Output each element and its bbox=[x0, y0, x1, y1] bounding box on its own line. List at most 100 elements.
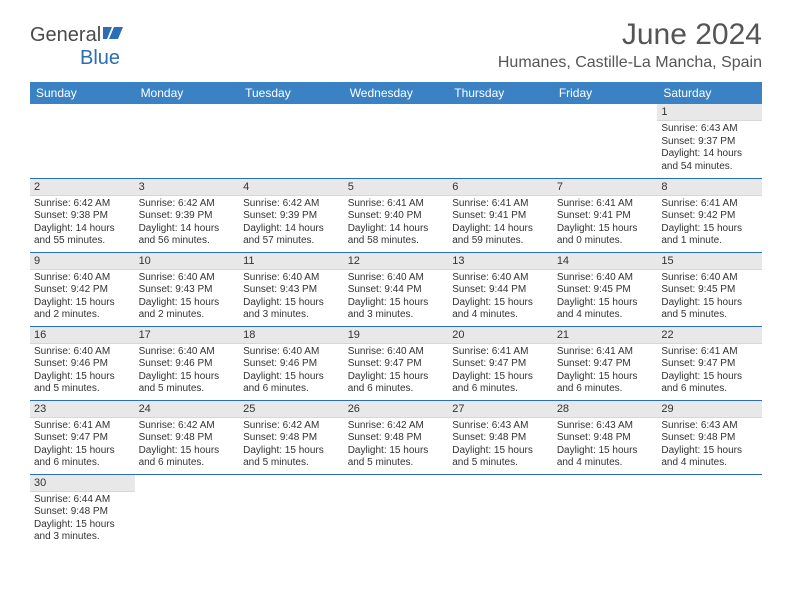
day-content: Sunrise: 6:43 AMSunset: 9:48 PMDaylight:… bbox=[448, 418, 553, 472]
day-content: Sunrise: 6:40 AMSunset: 9:45 PMDaylight:… bbox=[657, 270, 762, 324]
day-cell: 5Sunrise: 6:41 AMSunset: 9:40 PMDaylight… bbox=[344, 178, 449, 252]
day-number: 6 bbox=[448, 179, 553, 196]
day-cell: 2Sunrise: 6:42 AMSunset: 9:38 PMDaylight… bbox=[30, 178, 135, 252]
day-number: 23 bbox=[30, 401, 135, 418]
empty-cell bbox=[344, 474, 449, 548]
day-content: Sunrise: 6:40 AMSunset: 9:42 PMDaylight:… bbox=[30, 270, 135, 324]
day-content: Sunrise: 6:40 AMSunset: 9:47 PMDaylight:… bbox=[344, 344, 449, 398]
calendar-table: SundayMondayTuesdayWednesdayThursdayFrid… bbox=[30, 82, 762, 548]
day-content: Sunrise: 6:42 AMSunset: 9:48 PMDaylight:… bbox=[135, 418, 240, 472]
day-cell: 25Sunrise: 6:42 AMSunset: 9:48 PMDayligh… bbox=[239, 400, 344, 474]
weekday-header: Friday bbox=[553, 82, 658, 104]
day-cell: 17Sunrise: 6:40 AMSunset: 9:46 PMDayligh… bbox=[135, 326, 240, 400]
location: Humanes, Castille-La Mancha, Spain bbox=[498, 54, 762, 72]
day-cell: 27Sunrise: 6:43 AMSunset: 9:48 PMDayligh… bbox=[448, 400, 553, 474]
day-content: Sunrise: 6:40 AMSunset: 9:44 PMDaylight:… bbox=[344, 270, 449, 324]
day-number: 19 bbox=[344, 327, 449, 344]
day-cell: 18Sunrise: 6:40 AMSunset: 9:46 PMDayligh… bbox=[239, 326, 344, 400]
empty-cell bbox=[657, 474, 762, 548]
day-cell: 11Sunrise: 6:40 AMSunset: 9:43 PMDayligh… bbox=[239, 252, 344, 326]
day-number: 9 bbox=[30, 253, 135, 270]
day-cell: 3Sunrise: 6:42 AMSunset: 9:39 PMDaylight… bbox=[135, 178, 240, 252]
day-content: Sunrise: 6:42 AMSunset: 9:39 PMDaylight:… bbox=[239, 196, 344, 250]
day-cell: 10Sunrise: 6:40 AMSunset: 9:43 PMDayligh… bbox=[135, 252, 240, 326]
day-content: Sunrise: 6:43 AMSunset: 9:48 PMDaylight:… bbox=[553, 418, 658, 472]
day-content: Sunrise: 6:41 AMSunset: 9:42 PMDaylight:… bbox=[657, 196, 762, 250]
day-content: Sunrise: 6:42 AMSunset: 9:48 PMDaylight:… bbox=[344, 418, 449, 472]
weekday-header: Saturday bbox=[657, 82, 762, 104]
day-number: 2 bbox=[30, 179, 135, 196]
day-content: Sunrise: 6:40 AMSunset: 9:46 PMDaylight:… bbox=[30, 344, 135, 398]
empty-cell bbox=[553, 104, 658, 178]
logo-text-2: Blue bbox=[80, 47, 120, 69]
day-cell: 15Sunrise: 6:40 AMSunset: 9:45 PMDayligh… bbox=[657, 252, 762, 326]
day-content: Sunrise: 6:43 AMSunset: 9:48 PMDaylight:… bbox=[657, 418, 762, 472]
day-number: 7 bbox=[553, 179, 658, 196]
day-content: Sunrise: 6:40 AMSunset: 9:43 PMDaylight:… bbox=[135, 270, 240, 324]
day-content: Sunrise: 6:44 AMSunset: 9:48 PMDaylight:… bbox=[30, 492, 135, 546]
day-number: 10 bbox=[135, 253, 240, 270]
day-number: 22 bbox=[657, 327, 762, 344]
day-cell: 29Sunrise: 6:43 AMSunset: 9:48 PMDayligh… bbox=[657, 400, 762, 474]
day-number: 29 bbox=[657, 401, 762, 418]
day-cell: 30Sunrise: 6:44 AMSunset: 9:48 PMDayligh… bbox=[30, 474, 135, 548]
empty-cell bbox=[239, 474, 344, 548]
day-content: Sunrise: 6:42 AMSunset: 9:39 PMDaylight:… bbox=[135, 196, 240, 250]
empty-cell bbox=[344, 104, 449, 178]
day-content: Sunrise: 6:41 AMSunset: 9:47 PMDaylight:… bbox=[657, 344, 762, 398]
day-cell: 24Sunrise: 6:42 AMSunset: 9:48 PMDayligh… bbox=[135, 400, 240, 474]
day-content: Sunrise: 6:41 AMSunset: 9:47 PMDaylight:… bbox=[30, 418, 135, 472]
calendar-head: SundayMondayTuesdayWednesdayThursdayFrid… bbox=[30, 82, 762, 104]
day-number: 3 bbox=[135, 179, 240, 196]
empty-cell bbox=[135, 474, 240, 548]
day-content: Sunrise: 6:41 AMSunset: 9:40 PMDaylight:… bbox=[344, 196, 449, 250]
logo-text-1: General bbox=[30, 24, 101, 46]
day-number: 25 bbox=[239, 401, 344, 418]
weekday-header: Wednesday bbox=[344, 82, 449, 104]
day-number: 24 bbox=[135, 401, 240, 418]
empty-cell bbox=[448, 104, 553, 178]
title-block: June 2024 Humanes, Castille-La Mancha, S… bbox=[498, 18, 762, 72]
day-content: Sunrise: 6:41 AMSunset: 9:41 PMDaylight:… bbox=[553, 196, 658, 250]
day-cell: 23Sunrise: 6:41 AMSunset: 9:47 PMDayligh… bbox=[30, 400, 135, 474]
day-content: Sunrise: 6:40 AMSunset: 9:45 PMDaylight:… bbox=[553, 270, 658, 324]
day-number: 26 bbox=[344, 401, 449, 418]
day-number: 8 bbox=[657, 179, 762, 196]
calendar-body: 1Sunrise: 6:43 AMSunset: 9:37 PMDaylight… bbox=[30, 104, 762, 548]
calendar-row: 1Sunrise: 6:43 AMSunset: 9:37 PMDaylight… bbox=[30, 104, 762, 178]
calendar-row: 16Sunrise: 6:40 AMSunset: 9:46 PMDayligh… bbox=[30, 326, 762, 400]
day-cell: 7Sunrise: 6:41 AMSunset: 9:41 PMDaylight… bbox=[553, 178, 658, 252]
day-cell: 14Sunrise: 6:40 AMSunset: 9:45 PMDayligh… bbox=[553, 252, 658, 326]
logo: GeneralBlue bbox=[30, 24, 125, 70]
weekday-header: Monday bbox=[135, 82, 240, 104]
flag-icon bbox=[103, 24, 125, 47]
empty-cell bbox=[239, 104, 344, 178]
day-content: Sunrise: 6:42 AMSunset: 9:48 PMDaylight:… bbox=[239, 418, 344, 472]
day-content: Sunrise: 6:41 AMSunset: 9:41 PMDaylight:… bbox=[448, 196, 553, 250]
day-number: 16 bbox=[30, 327, 135, 344]
day-number: 21 bbox=[553, 327, 658, 344]
empty-cell bbox=[553, 474, 658, 548]
month-title: June 2024 bbox=[498, 18, 762, 52]
day-cell: 4Sunrise: 6:42 AMSunset: 9:39 PMDaylight… bbox=[239, 178, 344, 252]
day-number: 17 bbox=[135, 327, 240, 344]
day-number: 20 bbox=[448, 327, 553, 344]
day-number: 13 bbox=[448, 253, 553, 270]
day-number: 15 bbox=[657, 253, 762, 270]
day-cell: 9Sunrise: 6:40 AMSunset: 9:42 PMDaylight… bbox=[30, 252, 135, 326]
empty-cell bbox=[448, 474, 553, 548]
day-content: Sunrise: 6:42 AMSunset: 9:38 PMDaylight:… bbox=[30, 196, 135, 250]
calendar-row: 30Sunrise: 6:44 AMSunset: 9:48 PMDayligh… bbox=[30, 474, 762, 548]
day-number: 5 bbox=[344, 179, 449, 196]
calendar-row: 9Sunrise: 6:40 AMSunset: 9:42 PMDaylight… bbox=[30, 252, 762, 326]
day-cell: 20Sunrise: 6:41 AMSunset: 9:47 PMDayligh… bbox=[448, 326, 553, 400]
day-number: 11 bbox=[239, 253, 344, 270]
weekday-header: Sunday bbox=[30, 82, 135, 104]
header: GeneralBlue June 2024 Humanes, Castille-… bbox=[0, 0, 792, 78]
day-cell: 19Sunrise: 6:40 AMSunset: 9:47 PMDayligh… bbox=[344, 326, 449, 400]
day-content: Sunrise: 6:43 AMSunset: 9:37 PMDaylight:… bbox=[657, 121, 762, 175]
day-cell: 1Sunrise: 6:43 AMSunset: 9:37 PMDaylight… bbox=[657, 104, 762, 178]
day-cell: 13Sunrise: 6:40 AMSunset: 9:44 PMDayligh… bbox=[448, 252, 553, 326]
calendar-row: 2Sunrise: 6:42 AMSunset: 9:38 PMDaylight… bbox=[30, 178, 762, 252]
day-cell: 16Sunrise: 6:40 AMSunset: 9:46 PMDayligh… bbox=[30, 326, 135, 400]
